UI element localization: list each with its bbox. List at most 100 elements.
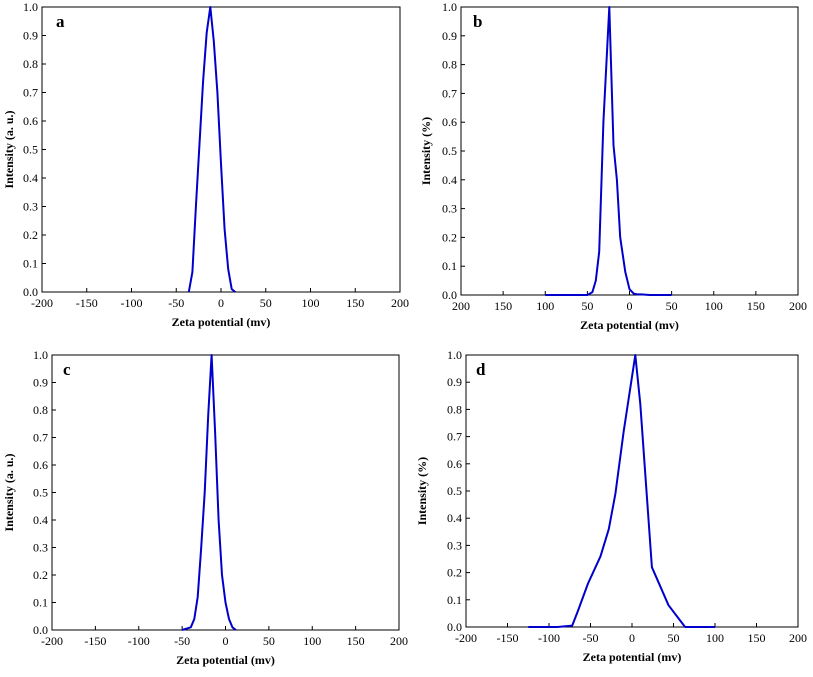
y-tick-label: 0.8 bbox=[447, 402, 462, 416]
x-tick-label: 100 bbox=[536, 299, 554, 313]
x-axis-title: Zeta potential (mv) bbox=[172, 315, 271, 329]
y-tick-label: 0.3 bbox=[447, 538, 462, 552]
x-tick-label: 100 bbox=[705, 299, 723, 313]
x-tick-label: -100 bbox=[538, 631, 560, 645]
y-tick-label: 0.0 bbox=[447, 620, 462, 634]
panel-letter: c bbox=[63, 360, 71, 379]
x-tick-label: 0 bbox=[627, 299, 633, 313]
y-tick-label: 0.6 bbox=[447, 457, 462, 471]
x-tick-label: 200 bbox=[390, 634, 408, 648]
y-tick-label: 0.8 bbox=[442, 58, 457, 72]
panel-letter: b bbox=[473, 12, 482, 31]
x-tick-label: 50 bbox=[668, 631, 680, 645]
x-tick-label: -100 bbox=[128, 634, 150, 648]
y-tick-label: 0.2 bbox=[442, 230, 457, 244]
y-tick-label: 0.8 bbox=[33, 403, 48, 417]
series-line bbox=[181, 354, 237, 631]
y-tick-label: 0.7 bbox=[442, 86, 457, 100]
panel-b: 200 150 100 50 0 50 100 150 2000.00.10.20.30.40.… bbox=[419, 0, 807, 332]
x-tick-label: 50 bbox=[666, 299, 678, 313]
y-tick-label: 0.4 bbox=[442, 173, 457, 187]
y-tick-label: 0.1 bbox=[23, 257, 38, 271]
y-tick-label: 0.0 bbox=[23, 285, 38, 299]
x-tick-label: 100 bbox=[303, 634, 321, 648]
y-tick-label: 0.3 bbox=[33, 541, 48, 555]
series-line bbox=[545, 6, 672, 296]
y-tick-label: 0.6 bbox=[23, 114, 38, 128]
x-axis-title: Zeta potential (mv) bbox=[580, 318, 679, 332]
y-tick-label: 0.5 bbox=[447, 484, 462, 498]
plot-frame bbox=[51, 354, 400, 631]
y-tick-label: 0.4 bbox=[23, 171, 38, 185]
y-axis-title: Intensity (a. u.) bbox=[2, 110, 16, 188]
x-tick-label: -50 bbox=[583, 631, 599, 645]
x-tick-label: 200 bbox=[789, 631, 807, 645]
series-line bbox=[187, 6, 236, 293]
y-tick-label: 0.1 bbox=[33, 596, 48, 610]
x-tick-label: 200 bbox=[452, 299, 470, 313]
y-tick-label: 0.3 bbox=[23, 200, 38, 214]
y-tick-label: 0.0 bbox=[33, 623, 48, 637]
y-tick-label: 0.7 bbox=[23, 86, 38, 100]
x-tick-label: -150 bbox=[497, 631, 519, 645]
panel-d: -200 -150 -100 -50 0 50 100 150 200 0.0 0.1 0.2 0.3 0… bbox=[415, 348, 807, 664]
x-tick-label: 50 bbox=[260, 296, 272, 310]
y-tick-label: 0.7 bbox=[447, 430, 462, 444]
y-tick-label: 0.4 bbox=[447, 511, 462, 525]
x-axis-title: Zeta potential (mv) bbox=[583, 650, 682, 664]
panel-c: -200 -150 -100 -50 0 50 100 150 200 0.0 0.1 0.2 0.3 0… bbox=[2, 348, 408, 667]
x-tick-label: 200 bbox=[391, 296, 409, 310]
x-tick-label: -200 bbox=[455, 631, 477, 645]
panel-a: -200 -150 -100 -50 0 50 100 150 200 0.0 0.1 0.2 0.3 0… bbox=[2, 0, 409, 329]
x-tick-label: -150 bbox=[76, 296, 98, 310]
panel-letter: d bbox=[476, 360, 486, 379]
x-axis-title: Zeta potential (mv) bbox=[176, 653, 275, 667]
x-tick-label: 150 bbox=[748, 631, 766, 645]
y-tick-label: 0.3 bbox=[442, 202, 457, 216]
y-tick-label: 1.0 bbox=[442, 0, 457, 14]
x-tick-label: 150 bbox=[747, 299, 765, 313]
x-tick-label: -200 bbox=[31, 296, 53, 310]
y-tick-label: 0.6 bbox=[33, 458, 48, 472]
y-tick-label: 0.2 bbox=[447, 566, 462, 580]
x-tick-label: 0 bbox=[629, 631, 635, 645]
x-tick-label: 100 bbox=[706, 631, 724, 645]
y-tick-label: 1.0 bbox=[447, 348, 462, 362]
y-axis-title: Intensity (%) bbox=[419, 117, 433, 185]
x-tick-label: -200 bbox=[41, 634, 63, 648]
series-line bbox=[528, 354, 715, 628]
x-tick-label: 200 bbox=[789, 299, 807, 313]
y-tick-label: 0.2 bbox=[23, 228, 38, 242]
y-tick-label: 0.5 bbox=[442, 144, 457, 158]
y-tick-label: 0.0 bbox=[442, 288, 457, 302]
y-tick-label: 0.8 bbox=[23, 57, 38, 71]
y-tick-label: 0.9 bbox=[33, 376, 48, 390]
y-tick-label: 0.5 bbox=[23, 143, 38, 157]
x-tick-label: 50 bbox=[263, 634, 275, 648]
x-tick-label: -150 bbox=[84, 634, 106, 648]
plot-frame bbox=[460, 6, 799, 296]
y-tick-label: 1.0 bbox=[33, 348, 48, 362]
x-tick-label: 0 bbox=[223, 634, 229, 648]
x-tick-label: -50 bbox=[168, 296, 184, 310]
y-tick-label: 0.7 bbox=[33, 431, 48, 445]
plot-frame bbox=[465, 354, 799, 628]
y-tick-label: 0.6 bbox=[442, 115, 457, 129]
x-tick-label: 150 bbox=[494, 299, 512, 313]
panel-letter: a bbox=[56, 12, 65, 31]
y-tick-label: 0.4 bbox=[33, 513, 48, 527]
y-tick-label: 1.0 bbox=[23, 0, 38, 14]
y-tick-label: 0.2 bbox=[33, 568, 48, 582]
x-tick-label: 150 bbox=[347, 634, 365, 648]
x-tick-label: 100 bbox=[302, 296, 320, 310]
x-tick-label: 50 bbox=[581, 299, 593, 313]
y-tick-label: 0.9 bbox=[23, 29, 38, 43]
y-tick-label: 0.1 bbox=[447, 593, 462, 607]
y-tick-label: 0.9 bbox=[447, 375, 462, 389]
x-tick-label: 150 bbox=[346, 296, 364, 310]
y-tick-label: 0.5 bbox=[33, 486, 48, 500]
x-tick-label: 0 bbox=[218, 296, 224, 310]
y-axis-title: Intensity (%) bbox=[415, 457, 429, 525]
y-tick-label: 0.1 bbox=[442, 259, 457, 273]
